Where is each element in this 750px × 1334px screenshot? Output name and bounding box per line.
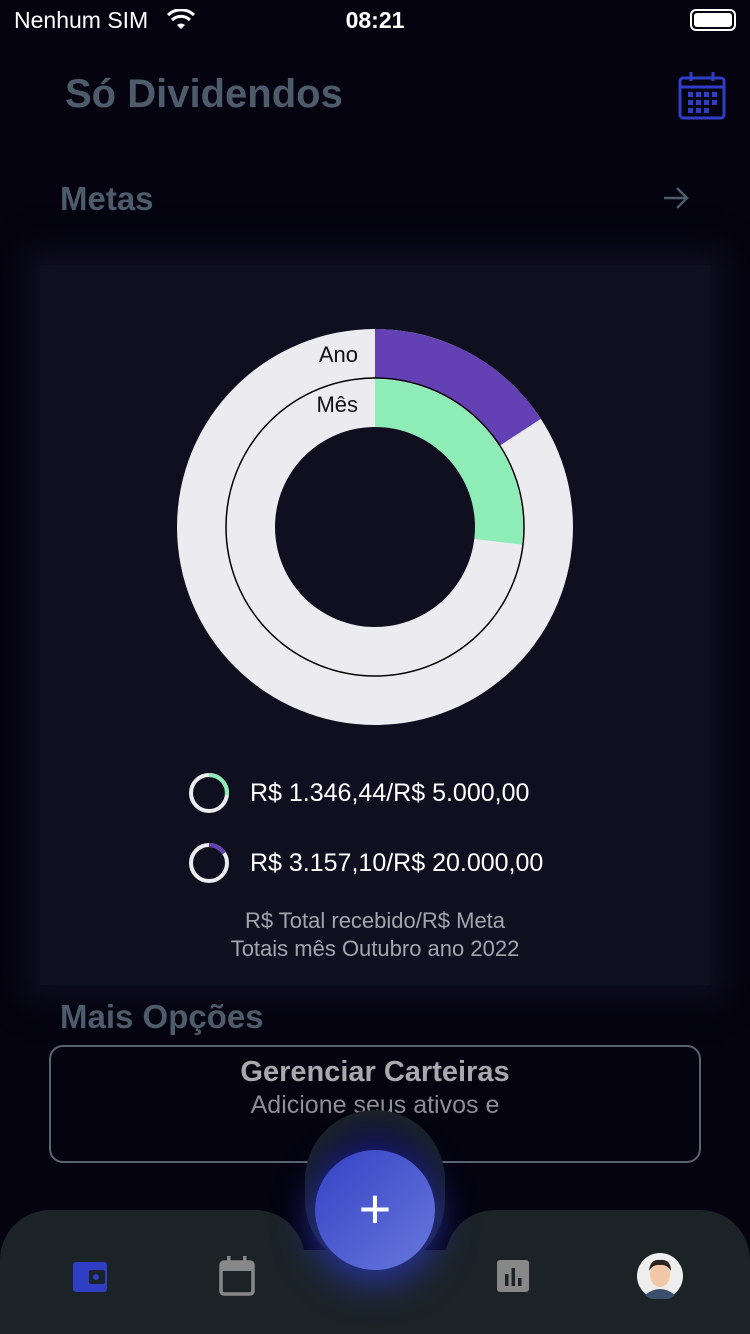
caption-line-1: R$ Total recebido/R$ Meta <box>244 908 506 933</box>
carrier: Nenhum SIM <box>14 7 149 33</box>
app-title: Só Dividendos <box>65 72 343 116</box>
year-ring-label: Ano <box>319 342 358 367</box>
plus-icon: + <box>358 1177 392 1240</box>
metas-heading: Metas <box>60 180 154 217</box>
bottom-nav <box>0 1110 750 1334</box>
status-bar: Nenhum SIM 08:21 <box>0 0 750 40</box>
legend-item-year: R$ 3.157,10/R$ 20.000,00 <box>188 842 543 884</box>
more-options-heading: Mais Opções <box>60 998 264 1035</box>
month-ring-label: Mês <box>316 392 358 417</box>
legend-item-month: R$ 1.346,44/R$ 5.000,00 <box>188 772 529 814</box>
wallet-icon[interactable] <box>73 1260 107 1294</box>
card-title: Gerenciar Carteiras <box>240 1056 510 1088</box>
year-ring-progress <box>375 329 541 446</box>
donut-hole <box>275 427 475 627</box>
add-button[interactable]: + <box>315 1150 435 1270</box>
legend-year-text: R$ 3.157,10/R$ 20.000,00 <box>250 848 544 877</box>
avatar[interactable] <box>637 1253 683 1299</box>
goals-donut-chart: Ano Mês <box>177 329 573 725</box>
legend-ring-month-icon <box>189 773 229 813</box>
calendar-icon[interactable] <box>219 1256 255 1296</box>
calendar-grid-icon[interactable] <box>678 72 726 120</box>
wifi-icon <box>166 9 196 29</box>
bar-chart-icon[interactable] <box>497 1260 529 1292</box>
caption-line-2: Totais mês Outubro ano 2022 <box>230 936 520 961</box>
arrow-right-icon[interactable] <box>662 186 690 210</box>
month-ring-progress <box>375 379 524 545</box>
clock: 08:21 <box>345 7 405 33</box>
legend-month-text: R$ 1.346,44/R$ 5.000,00 <box>250 778 530 807</box>
battery-icon <box>690 9 736 31</box>
legend-ring-year-icon <box>189 843 229 883</box>
ring-divider <box>225 377 525 677</box>
